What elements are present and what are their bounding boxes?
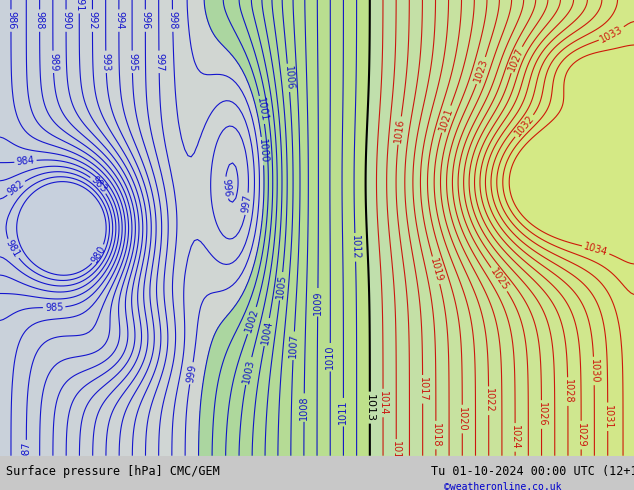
Text: 1001: 1001	[255, 97, 269, 123]
Text: 980: 980	[89, 244, 108, 265]
Text: 997: 997	[154, 52, 164, 71]
Text: 1027: 1027	[507, 47, 526, 73]
Text: 996: 996	[220, 178, 232, 197]
Text: 1019: 1019	[428, 257, 444, 283]
Text: 1000: 1000	[257, 139, 269, 164]
Text: 1028: 1028	[563, 379, 573, 404]
Text: 1014: 1014	[378, 391, 388, 416]
Text: 988: 988	[35, 11, 44, 30]
Text: 1022: 1022	[484, 389, 494, 413]
Text: 999: 999	[185, 364, 198, 383]
Text: 1018: 1018	[431, 423, 441, 447]
Text: 995: 995	[127, 52, 138, 71]
Text: Tu 01-10-2024 00:00 UTC (12+180): Tu 01-10-2024 00:00 UTC (12+180)	[431, 465, 634, 478]
Text: 992: 992	[87, 11, 98, 30]
Text: 1021: 1021	[437, 106, 455, 132]
Text: 1020: 1020	[457, 407, 467, 431]
Text: 983: 983	[89, 175, 108, 195]
Text: 1015: 1015	[391, 441, 401, 465]
Text: 987: 987	[22, 442, 31, 461]
Text: 1031: 1031	[603, 405, 612, 429]
Text: 993: 993	[101, 52, 111, 71]
Text: 1011: 1011	[339, 400, 349, 424]
Text: 1016: 1016	[393, 118, 406, 143]
Text: 1032: 1032	[513, 113, 536, 139]
Text: 1017: 1017	[418, 377, 428, 402]
Text: 990: 990	[61, 11, 71, 30]
Text: Surface pressure [hPa] CMC/GEM: Surface pressure [hPa] CMC/GEM	[6, 465, 220, 478]
Text: 986: 986	[6, 11, 16, 30]
Text: 1007: 1007	[288, 333, 299, 358]
Text: 984: 984	[16, 155, 35, 167]
Text: 996: 996	[140, 11, 150, 30]
Text: 1034: 1034	[583, 241, 609, 258]
Text: 1029: 1029	[576, 423, 586, 447]
Text: 1025: 1025	[488, 267, 510, 293]
Text: 1006: 1006	[283, 65, 294, 91]
Text: 1008: 1008	[299, 395, 309, 420]
Text: 1004: 1004	[260, 319, 274, 345]
Text: 1002: 1002	[243, 307, 261, 334]
Text: 1030: 1030	[588, 359, 599, 383]
Text: 1010: 1010	[325, 345, 335, 369]
Text: 991: 991	[74, 0, 84, 11]
Text: 1013: 1013	[365, 393, 375, 421]
Text: 1005: 1005	[275, 273, 287, 299]
Text: ©weatheronline.co.uk: ©weatheronline.co.uk	[444, 482, 561, 490]
Text: 981: 981	[4, 239, 22, 259]
Text: 1024: 1024	[510, 425, 520, 450]
Text: 982: 982	[6, 178, 26, 197]
Text: 1012: 1012	[350, 235, 361, 260]
Text: 998: 998	[167, 11, 178, 30]
Text: 1026: 1026	[536, 402, 547, 427]
Text: 997: 997	[241, 194, 253, 214]
Text: 985: 985	[45, 302, 63, 313]
Text: 994: 994	[114, 11, 124, 30]
Text: 1003: 1003	[241, 358, 256, 384]
Text: 1033: 1033	[598, 24, 625, 45]
Text: 1023: 1023	[472, 57, 489, 84]
Text: 1009: 1009	[313, 290, 323, 315]
Text: 989: 989	[48, 52, 58, 71]
